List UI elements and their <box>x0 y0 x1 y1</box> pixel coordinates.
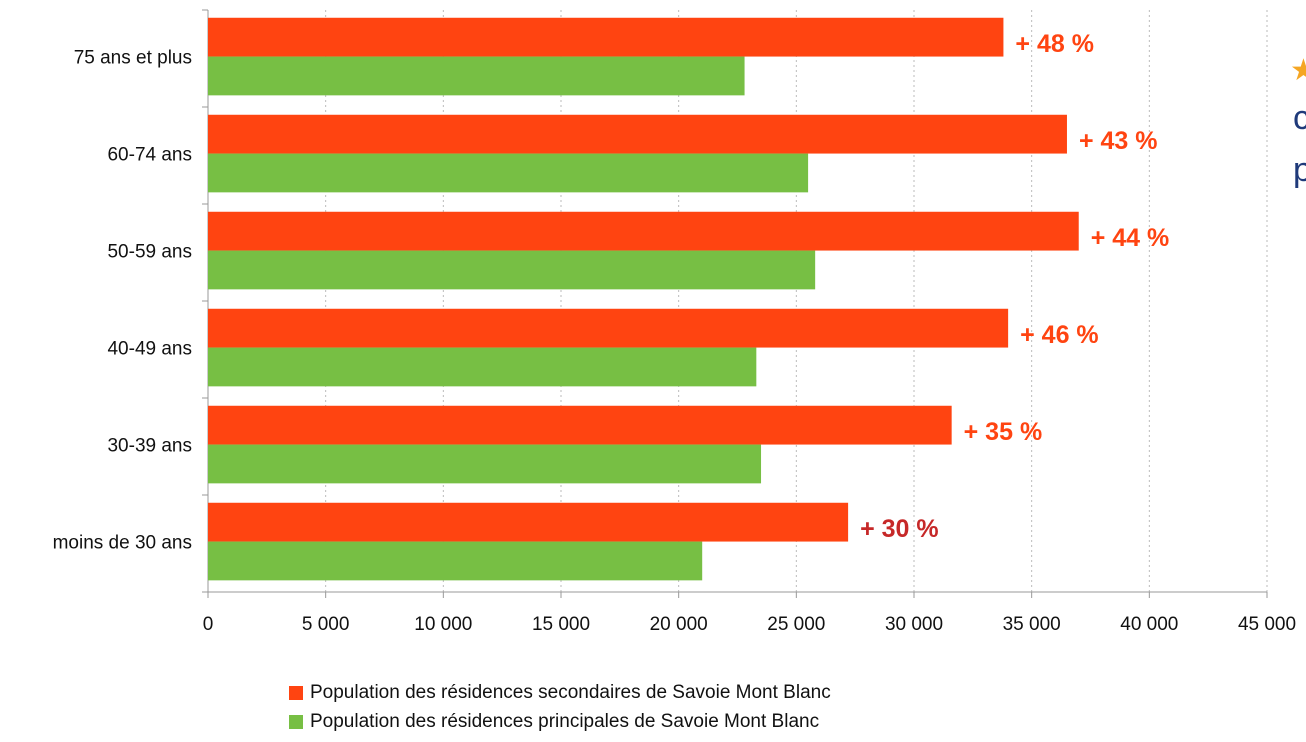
legend-swatch <box>289 715 303 729</box>
bar <box>208 114 1067 154</box>
x-tick-label: 20 000 <box>650 614 708 635</box>
x-tick-label: 45 000 <box>1238 614 1296 635</box>
bar <box>208 347 757 387</box>
x-tick-label: 10 000 <box>414 614 472 635</box>
annotation: + 43 % <box>1079 127 1158 155</box>
x-tick-label: 25 000 <box>767 614 825 635</box>
bar <box>208 250 816 290</box>
bar <box>208 211 1079 251</box>
y-tick-label: moins de 30 ans <box>53 533 192 554</box>
annotation: + 44 % <box>1091 224 1170 252</box>
y-tick-label: 60-74 ans <box>107 145 192 166</box>
y-tick-label: 30-39 ans <box>107 436 192 457</box>
x-tick-label: 30 000 <box>885 614 943 635</box>
x-tick-label: 0 <box>203 614 214 635</box>
annotation: + 46 % <box>1020 321 1099 349</box>
annotation: + 48 % <box>1015 30 1094 58</box>
bar <box>208 444 762 484</box>
legend-label: Population des résidences principales de… <box>310 711 819 732</box>
bar <box>208 308 1009 348</box>
y-tick-label: 50-59 ans <box>107 242 192 263</box>
legend-label: Population des résidences secondaires de… <box>310 682 831 703</box>
bar <box>208 153 809 193</box>
bar <box>208 17 1004 57</box>
side-text: p <box>1293 151 1306 189</box>
legend-swatch <box>289 686 303 700</box>
bar <box>208 541 703 581</box>
x-tick-label: 40 000 <box>1120 614 1178 635</box>
y-tick-label: 75 ans et plus <box>74 48 192 69</box>
y-tick-label: 40-49 ans <box>107 339 192 360</box>
annotation: + 35 % <box>964 418 1043 446</box>
star-icon: ★ <box>1290 54 1306 87</box>
bar <box>208 405 952 445</box>
x-tick-label: 15 000 <box>532 614 590 635</box>
annotation: + 30 % <box>860 515 939 543</box>
side-text: c <box>1293 99 1306 137</box>
bar <box>208 56 745 96</box>
bar <box>208 502 849 542</box>
x-tick-label: 35 000 <box>1003 614 1061 635</box>
x-tick-label: 5 000 <box>302 614 350 635</box>
